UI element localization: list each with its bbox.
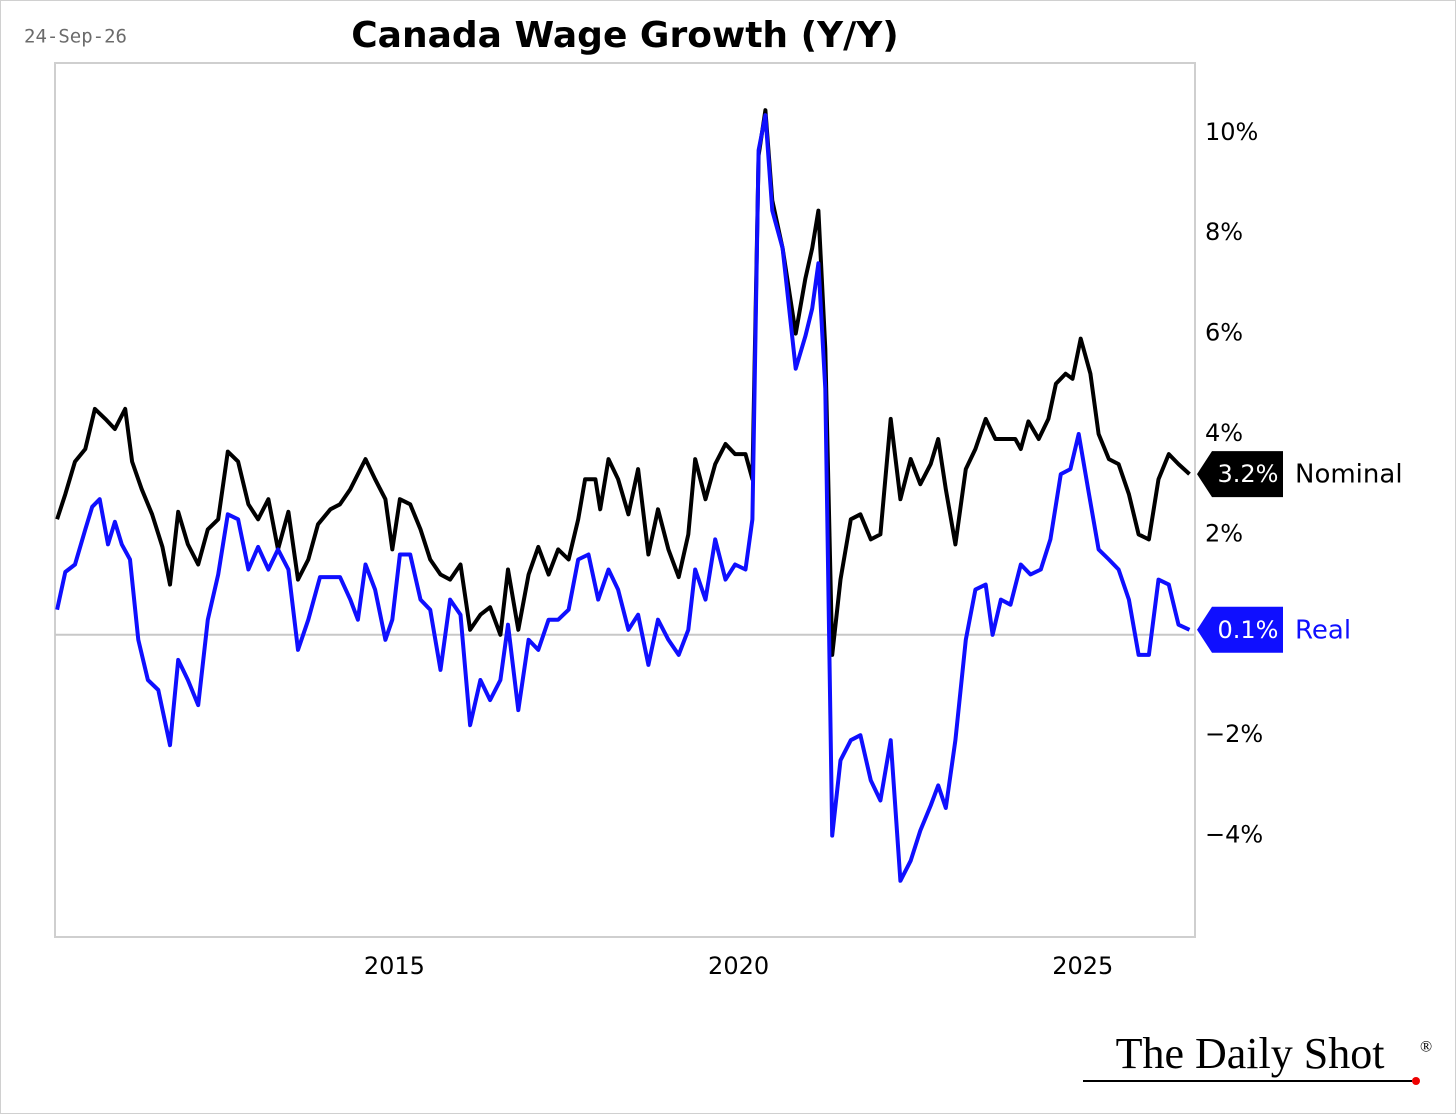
x-tick-label: 2020	[708, 952, 769, 980]
y-tick-label: 6%	[1205, 319, 1243, 347]
logo-mark: ®	[1420, 1039, 1432, 1056]
legend-label: Real	[1295, 615, 1351, 645]
y-tick-label: −4%	[1205, 821, 1263, 849]
end-label-box	[1197, 606, 1283, 653]
line	[55, 113, 1191, 883]
y-tick-label: 8%	[1205, 218, 1243, 246]
plot-frame	[54, 62, 1196, 938]
logo-dot	[1412, 1077, 1420, 1085]
end-label: 0.1%	[1218, 616, 1279, 644]
line	[55, 108, 1191, 657]
x-tick-label: 2025	[1052, 952, 1113, 980]
chart-title: Canada Wage Growth (Y/Y)	[351, 15, 899, 56]
end-label-box	[1197, 451, 1283, 498]
logo: The Daily Shot	[1116, 1029, 1385, 1078]
y-tick-label: 10%	[1205, 118, 1258, 146]
end-label: 3.2%	[1218, 460, 1279, 488]
date: 24-Sep-26	[24, 26, 127, 48]
y-tick-label: 4%	[1205, 419, 1243, 447]
x-tick-label: 2015	[364, 952, 425, 980]
y-tick-label: 2%	[1205, 519, 1243, 547]
legend-label: Nominal	[1295, 460, 1403, 490]
y-tick-label: −2%	[1205, 720, 1263, 748]
